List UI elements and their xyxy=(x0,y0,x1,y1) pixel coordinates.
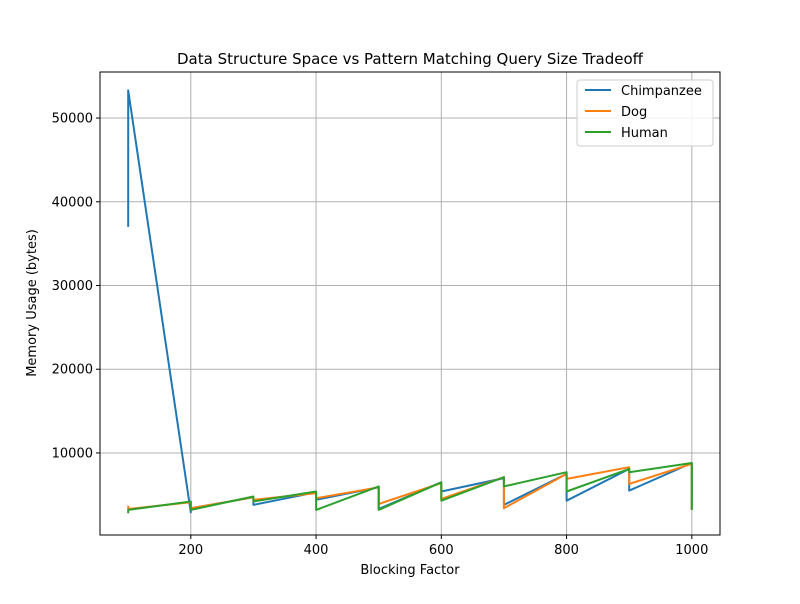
legend-label-dog: Dog xyxy=(621,105,647,120)
y-axis-label: Memory Usage (bytes) xyxy=(25,229,40,377)
x-tick-label: 600 xyxy=(429,543,454,558)
x-tick-label: 800 xyxy=(554,543,579,558)
plot-frame xyxy=(99,71,721,536)
y-tick-label: 20000 xyxy=(52,363,93,378)
series-line-human xyxy=(127,462,693,514)
legend-box xyxy=(576,79,714,147)
y-tick-label: 10000 xyxy=(52,446,93,461)
chart-title: Data Structure Space vs Pattern Matching… xyxy=(177,50,644,68)
legend-label-human: Human xyxy=(621,126,668,141)
legend-label-chimpanzee: Chimpanzee xyxy=(621,84,702,99)
y-tick-label: 30000 xyxy=(52,279,93,294)
axes: 200 400 600 800 1000 10000 20000 30000 40000 5000… xyxy=(52,112,709,558)
y-tick-label: 40000 xyxy=(52,195,93,210)
series-line-dog xyxy=(127,462,693,510)
x-tick-label: 200 xyxy=(178,543,203,558)
x-axis-label: Blocking Factor xyxy=(360,563,460,578)
x-tick-label: 400 xyxy=(304,543,329,558)
legend: Chimpanzee Dog Human xyxy=(576,79,714,147)
y-tick-label: 50000 xyxy=(52,112,93,127)
x-tick-label: 1000 xyxy=(675,543,708,558)
series-layer xyxy=(127,89,693,514)
